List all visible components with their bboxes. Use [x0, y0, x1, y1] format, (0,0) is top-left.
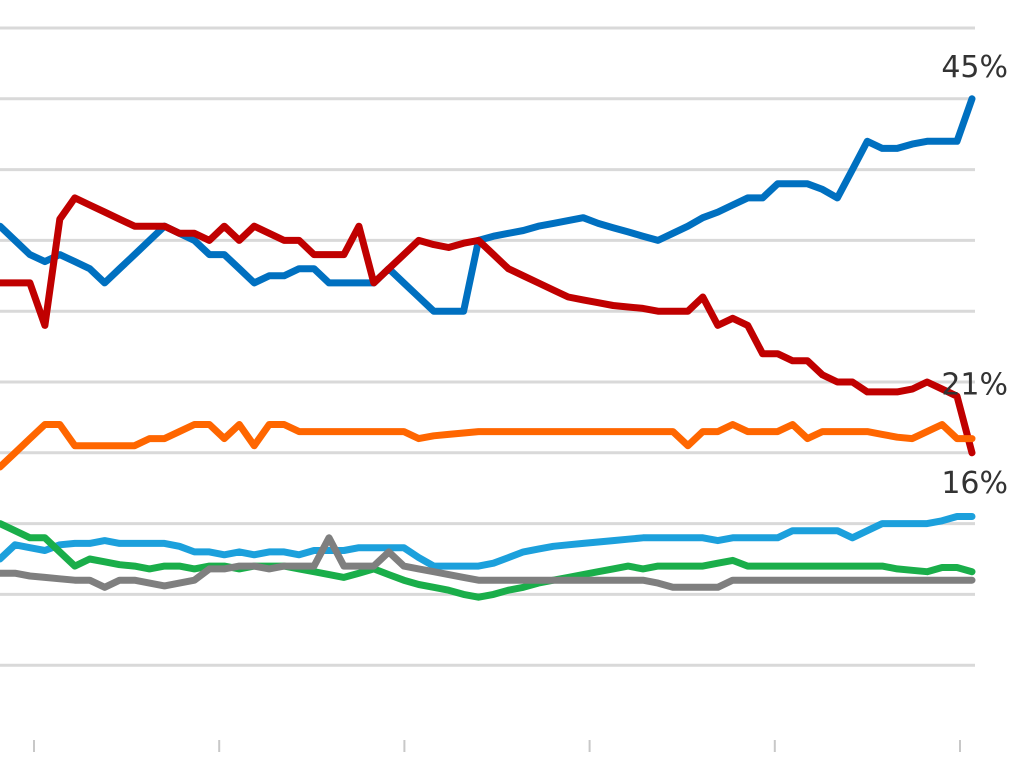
- series-line-1: [0, 95, 976, 315]
- end-label: 45%: [941, 50, 1008, 85]
- end-labels: 45% 16% 21%: [941, 50, 1008, 501]
- chart-series: [0, 95, 976, 601]
- series-line-6: [0, 534, 976, 591]
- chart-grid: [0, 26, 975, 667]
- end-label: 16%: [941, 466, 1008, 501]
- x-axis: [33, 740, 961, 752]
- series-line-5: [0, 520, 976, 601]
- series-line-2: [0, 194, 976, 457]
- series-line-4: [0, 513, 976, 570]
- series-line-3: [0, 421, 976, 471]
- end-label: 21%: [941, 368, 1008, 403]
